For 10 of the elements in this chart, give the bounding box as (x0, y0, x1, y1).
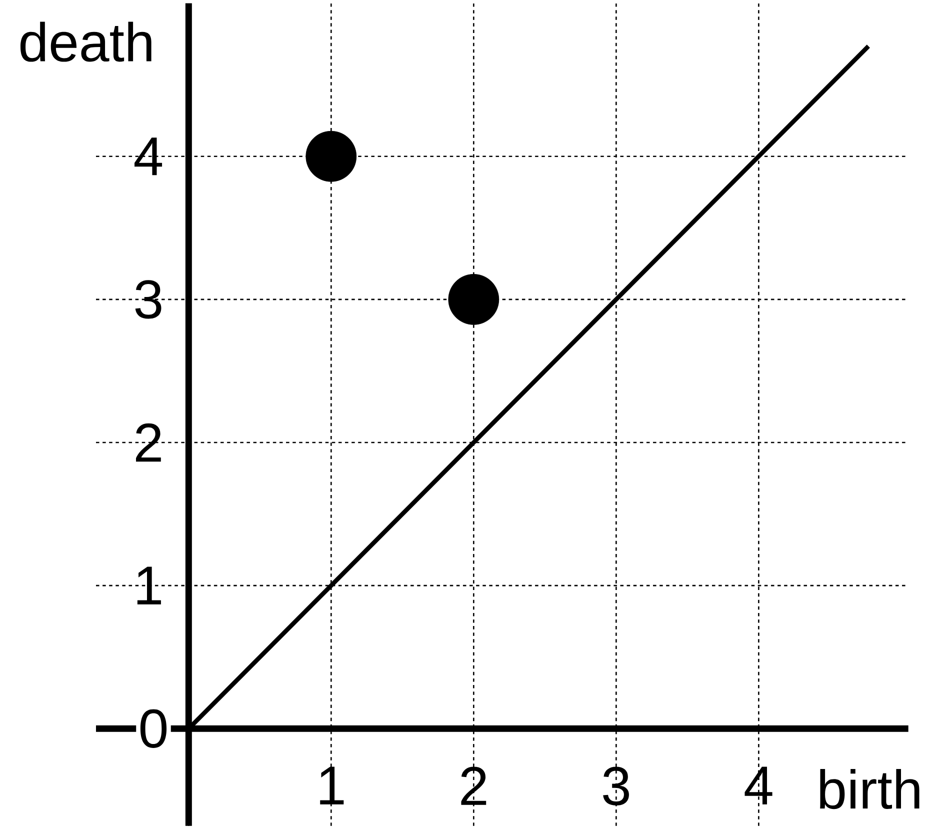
x-tick-label: 2 (461, 766, 486, 805)
y-tick-label: 4 (134, 137, 162, 176)
y-tick-label: 2 (136, 423, 161, 462)
x-tick-label: 4 (744, 766, 772, 804)
x-tick-label: 3 (603, 766, 629, 806)
x-axis-title: birth (820, 768, 920, 809)
y-tick-label: 0 (140, 709, 167, 748)
y-axis-title: death (20, 22, 152, 62)
y-tick-label: 1 (137, 566, 161, 604)
y-tick-label: 3 (135, 280, 162, 319)
